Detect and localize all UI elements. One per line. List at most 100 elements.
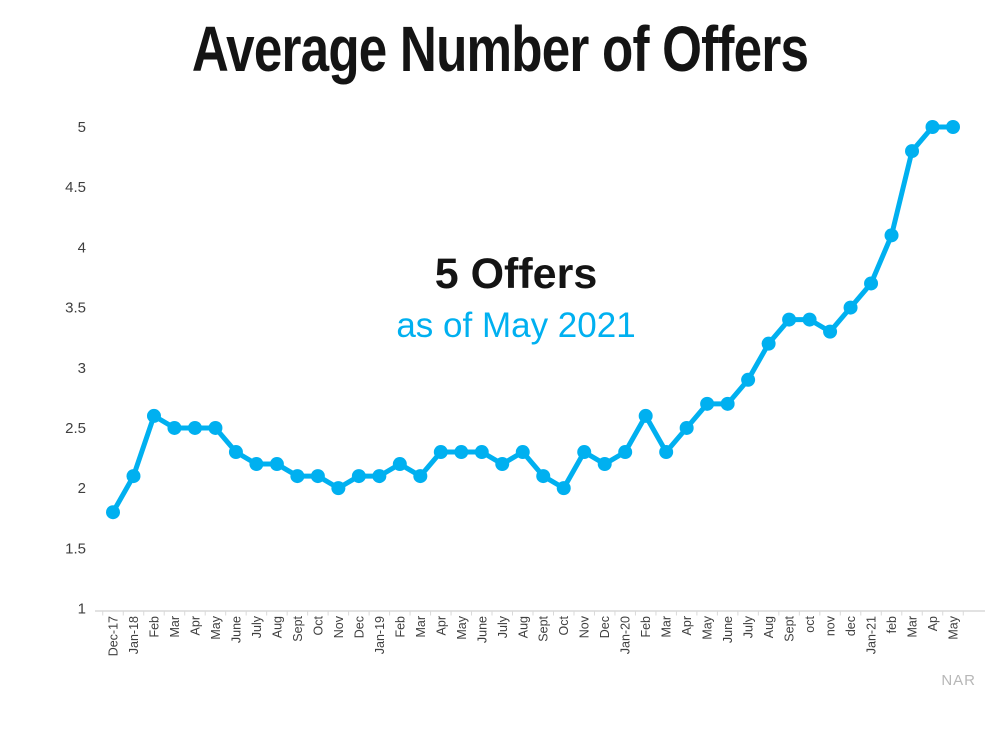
x-tick-label: Sept <box>291 615 305 641</box>
data-point <box>269 457 284 472</box>
data-point <box>720 396 735 411</box>
data-point <box>741 372 756 387</box>
data-point <box>310 469 325 484</box>
data-point <box>208 420 223 435</box>
x-tick-label: Feb <box>639 616 653 638</box>
x-tick-label: Oct <box>557 615 571 635</box>
x-tick-label: Apr <box>188 616 202 635</box>
x-tick-label: Dec <box>352 616 366 638</box>
x-tick-label: Nov <box>332 615 346 638</box>
y-tick-label: 2.5 <box>65 420 86 437</box>
data-point <box>126 469 141 484</box>
annotation-date-text: as of May 2021 <box>396 305 636 345</box>
data-point <box>905 144 920 159</box>
data-point <box>454 445 469 460</box>
y-tick-label: 5 <box>78 119 86 136</box>
data-point <box>659 445 674 460</box>
x-tick-label: Mar <box>168 616 182 638</box>
data-point <box>106 505 120 520</box>
data-point <box>228 445 243 460</box>
y-tick-label: 3 <box>78 360 86 377</box>
x-tick-label: dec <box>844 616 858 636</box>
x-tick-label: Jan-19 <box>373 616 387 654</box>
data-point <box>700 396 715 411</box>
data-point <box>761 336 776 351</box>
data-point <box>433 445 448 460</box>
y-tick-label: 1.5 <box>65 540 86 557</box>
y-tick-label: 1 <box>78 601 86 618</box>
data-point <box>597 457 612 472</box>
data-point <box>495 457 510 472</box>
data-point <box>884 228 899 243</box>
data-point <box>249 457 264 472</box>
x-tick-label: Nov <box>578 615 592 638</box>
x-tick-label: Jan-18 <box>127 616 141 654</box>
data-point <box>843 300 858 315</box>
data-point <box>823 324 838 339</box>
x-tick-label: Apr <box>680 616 694 635</box>
data-point <box>187 420 202 435</box>
data-point <box>556 481 571 496</box>
data-point <box>618 445 633 460</box>
y-tick-label: 3.5 <box>65 300 86 317</box>
x-tick-label: Aug <box>516 616 530 638</box>
chart-annotation: 5 Offers as of May 2021 <box>316 248 716 348</box>
data-point <box>146 408 161 423</box>
x-tick-label: Jan-21 <box>865 616 879 654</box>
x-tick-label: Aug <box>270 616 284 638</box>
x-tick-label: Ap <box>926 616 940 631</box>
x-tick-label: feb <box>885 616 899 633</box>
data-point <box>474 445 489 460</box>
x-tick-label: June <box>229 616 243 643</box>
x-tick-label: Feb <box>393 616 407 638</box>
y-tick-label: 2 <box>78 480 86 497</box>
x-tick-label: May <box>455 615 469 639</box>
data-point <box>864 276 879 291</box>
data-point <box>782 312 797 327</box>
x-tick-label: May <box>209 615 223 639</box>
x-tick-label: July <box>250 615 264 638</box>
x-tick-label: July <box>496 615 510 638</box>
x-tick-label: Jan-20 <box>619 616 633 654</box>
x-tick-label: Aug <box>762 616 776 638</box>
x-tick-label: May <box>947 615 961 639</box>
chart-title: Average Number of Offers <box>191 13 809 85</box>
x-tick-label: nov <box>824 615 838 636</box>
data-point <box>536 469 551 484</box>
data-point <box>515 445 530 460</box>
x-tick-label: Mar <box>660 616 674 638</box>
data-point <box>351 469 366 484</box>
data-point <box>679 420 694 435</box>
data-point <box>577 445 592 460</box>
data-point <box>290 469 305 484</box>
x-tick-label: Sept <box>537 615 551 641</box>
x-tick-label: Sept <box>783 615 797 641</box>
x-tick-label: Dec <box>598 616 612 638</box>
data-point <box>638 408 653 423</box>
data-point <box>392 457 407 472</box>
x-tick-label: oct <box>803 615 817 632</box>
x-tick-label: July <box>742 615 756 638</box>
x-tick-label: May <box>701 615 715 639</box>
source-credit: NAR <box>941 672 976 689</box>
y-tick-label: 4 <box>78 239 86 256</box>
y-tick-label: 4.5 <box>65 179 86 196</box>
x-tick-label: Mar <box>906 616 920 638</box>
x-tick-label: Apr <box>434 616 448 635</box>
x-tick-label: June <box>721 616 735 643</box>
annotation-offers-text: 5 Offers <box>434 250 598 298</box>
x-tick-label: Oct <box>311 615 325 635</box>
data-point <box>946 120 960 134</box>
data-point <box>331 481 346 496</box>
data-point <box>167 420 182 435</box>
data-point <box>802 312 817 327</box>
data-point <box>372 469 387 484</box>
x-tick-label: Feb <box>147 616 161 638</box>
x-tick-label: June <box>475 616 489 643</box>
data-point <box>925 120 940 134</box>
x-tick-label: Mar <box>414 616 428 638</box>
data-point <box>413 469 428 484</box>
x-tick-label: Dec-17 <box>107 616 121 656</box>
